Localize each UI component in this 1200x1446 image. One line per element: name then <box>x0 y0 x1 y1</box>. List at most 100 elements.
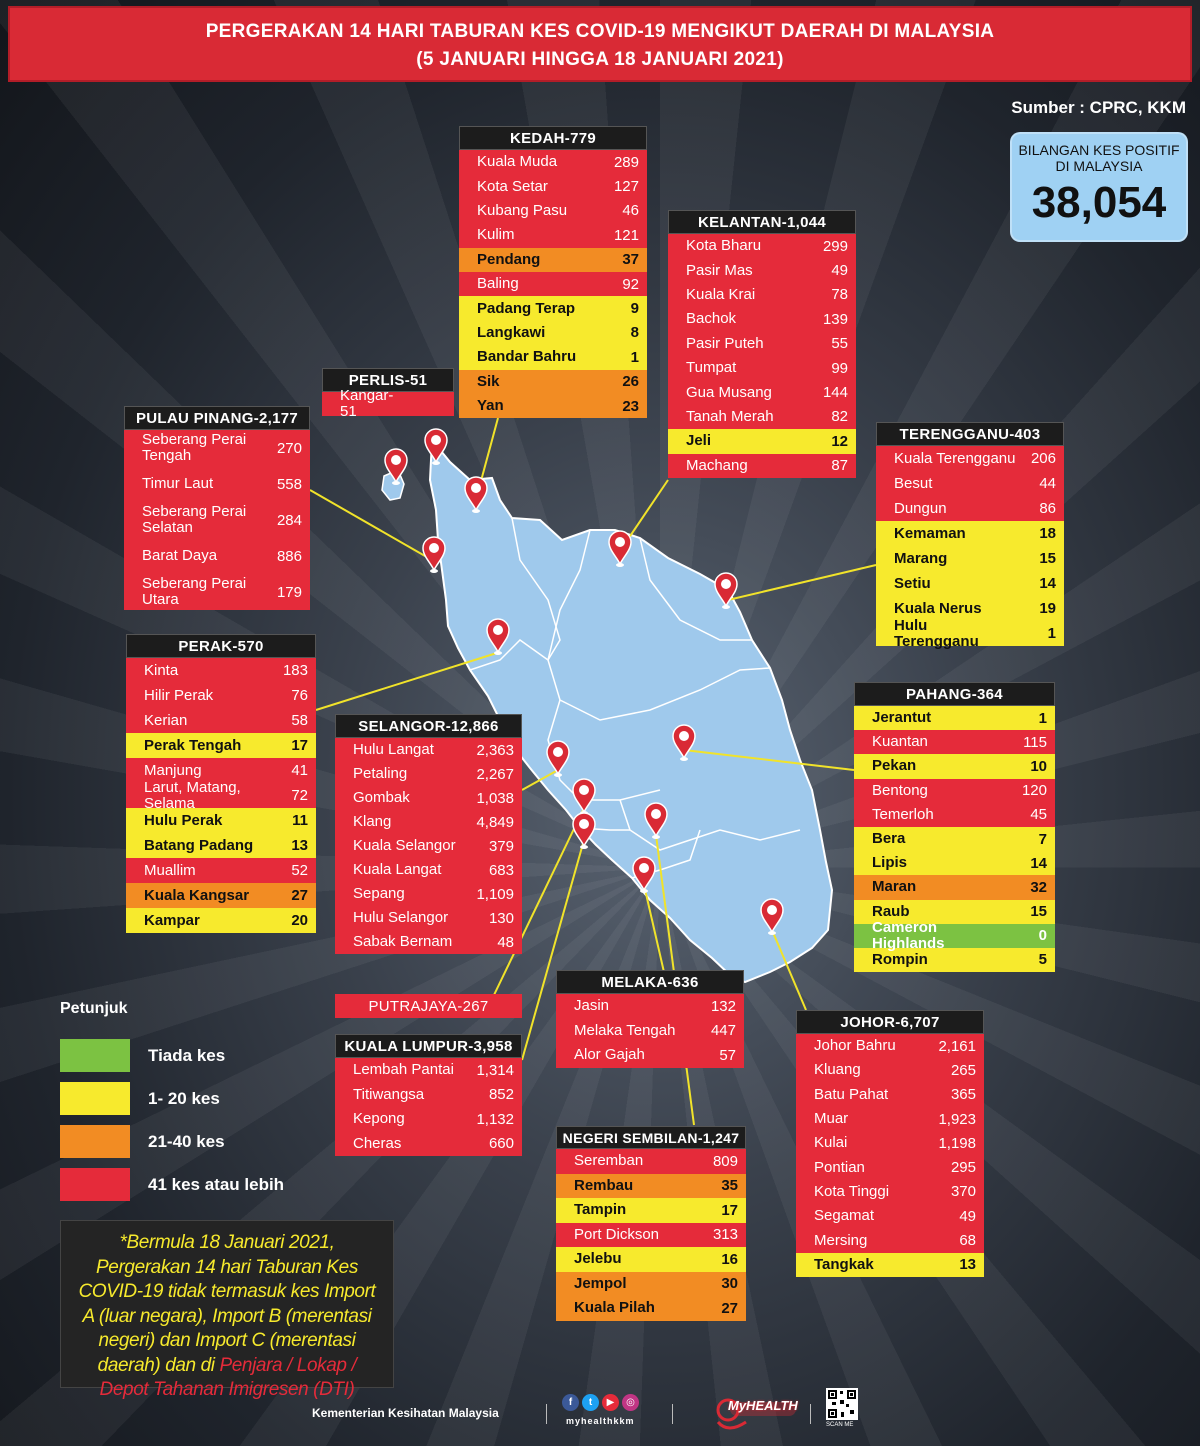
ministry-name: Kementerian Kesihatan Malaysia <box>312 1406 499 1420</box>
title-line-1: PERGERAKAN 14 HARI TABURAN KES COVID-19 … <box>205 21 995 42</box>
district-row: Gombak 1,038 <box>335 786 522 810</box>
district-row: Rompin 5 <box>854 947 1055 973</box>
district-row: Kuantan 115 <box>854 730 1055 755</box>
location-pin-icon <box>486 618 510 655</box>
footnote-text: *Bermula 18 Januari 2021, Pergerakan 14 … <box>78 1232 376 1376</box>
footer-divider <box>810 1404 811 1424</box>
district-name: Barat Daya <box>142 547 218 564</box>
district-row: Barat Daya 886 <box>124 538 310 574</box>
district-cases: 1 <box>1047 625 1056 642</box>
state-title: TERENGGANU-403 <box>876 422 1064 446</box>
district-name: Temerloh <box>872 805 934 823</box>
district-row: Kota Tinggi 370 <box>796 1179 984 1205</box>
location-pin-icon <box>572 812 596 849</box>
district-name: Seremban <box>574 1152 644 1170</box>
total-cases-value: 38,054 <box>1031 178 1167 227</box>
district-name: Timur Laut <box>142 475 214 492</box>
district-name: Mersing <box>814 1231 868 1249</box>
district-name: Kluang <box>814 1061 861 1079</box>
district-row: Seremban 809 <box>556 1149 746 1174</box>
district-cases: 41 <box>291 762 308 779</box>
district-name: Kerian <box>144 711 188 729</box>
state-title: KEDAH-779 <box>459 126 647 150</box>
district-name: Kulim <box>477 226 515 244</box>
district-cases: 370 <box>950 1183 976 1201</box>
district-name: Seberang Perai Selatan <box>142 503 247 536</box>
district-name: Gombak <box>353 789 410 806</box>
legend-items: Tiada kes 1- 20 kes 21-40 kes 41 kes atau l… <box>60 1034 284 1206</box>
district-name: Jasin <box>574 997 610 1015</box>
state-box-negeri-sembilan: NEGERI SEMBILAN-1,247 Seremban 809 Rembau 3… <box>556 1126 746 1321</box>
instagram-icon[interactable]: ◎ <box>622 1394 639 1411</box>
district-cases: 1,038 <box>476 789 514 807</box>
district-row: Kuala Kangsar 27 <box>126 883 316 908</box>
district-name: Hulu Terengganu <box>894 616 979 650</box>
location-pin-icon <box>714 572 738 609</box>
footer-divider <box>546 1404 547 1424</box>
district-cases: 4,849 <box>476 813 514 831</box>
district-cases: 1,132 <box>476 1110 514 1128</box>
district-name: Kuala Kangsar <box>144 886 250 904</box>
district-cases: 130 <box>488 909 514 927</box>
district-name: Kuala Langat <box>353 861 442 878</box>
district-name: Sik <box>477 372 500 390</box>
state-box-pulau-pinang: PULAU PINANG-2,177 Seberang Perai Tengah… <box>124 406 310 610</box>
district-row: Tangkak 13 <box>796 1252 984 1277</box>
district-name: Tangkak <box>814 1255 874 1273</box>
district-cases: 45 <box>1030 806 1047 824</box>
footnote-box: *Bermula 18 Januari 2021, Pergerakan 14 … <box>60 1220 394 1400</box>
district-row: Yan 23 <box>459 393 647 419</box>
district-row: Cheras 660 <box>335 1131 522 1156</box>
legend-swatch <box>60 1125 130 1158</box>
district-name: Kuala Terengganu <box>894 449 1016 467</box>
twitter-icon[interactable]: t <box>582 1394 599 1411</box>
district-name: Pendang <box>477 250 541 268</box>
district-row: Dungun 86 <box>876 496 1064 521</box>
district-cases: 30 <box>721 1275 738 1293</box>
qr-label: SCAN ME <box>826 1422 854 1428</box>
district-row: Tanah Merah 82 <box>668 404 856 430</box>
district-row: Pendang 37 <box>459 247 647 272</box>
district-row: Segamat 49 <box>796 1204 984 1229</box>
district-row: Jerantut 1 <box>854 706 1055 731</box>
state-box-kuala-lumpur: KUALA LUMPUR-3,958 Lembah Pantai 1,314 Tit… <box>335 1034 522 1156</box>
state-box-perak: PERAK-570 Kinta 183 Hilir Perak 76 Kerian 58 P… <box>126 634 316 933</box>
district-cases: 121 <box>613 226 639 244</box>
district-name: Bera <box>872 830 906 848</box>
district-row: Jasin 132 <box>556 994 744 1019</box>
legend-item: 21-40 kes <box>60 1120 284 1163</box>
district-name: Lembah Pantai <box>353 1061 454 1079</box>
district-name: Tampin <box>574 1201 627 1219</box>
youtube-icon[interactable]: ▶ <box>602 1394 619 1411</box>
district-cases: 809 <box>712 1152 738 1170</box>
district-row: Timur Laut 558 <box>124 466 310 502</box>
district-row: Besut 44 <box>876 471 1064 496</box>
district-name: Bentong <box>872 781 928 799</box>
legend-swatch <box>60 1168 130 1201</box>
district-row: Pekan 10 <box>854 754 1055 779</box>
district-row: Kemaman 18 <box>876 521 1064 546</box>
district-name: Hilir Perak <box>144 686 214 704</box>
district-cases: 206 <box>1030 450 1056 467</box>
district-name: Besut <box>894 474 933 492</box>
district-cases: 49 <box>959 1207 976 1225</box>
state-title: PULAU PINANG-2,177 <box>124 406 310 430</box>
district-cases: 10 <box>1030 757 1047 775</box>
state-title: KELANTAN-1,044 <box>668 210 856 234</box>
facebook-icon[interactable]: f <box>562 1394 579 1411</box>
district-row: Bera 7 <box>854 826 1055 852</box>
district-cases: 7 <box>1038 830 1047 848</box>
district-name: Kepong <box>353 1110 405 1128</box>
state-box-johor: JOHOR-6,707 Johor Bahru 2,161 Kluang 265 Bat… <box>796 1010 984 1277</box>
qr-code-icon[interactable] <box>826 1388 858 1420</box>
district-cases: 44 <box>1039 475 1056 492</box>
district-list: Jerantut 1 Kuantan 115 Pekan 10 Bentong 120 Teme… <box>854 706 1055 973</box>
district-cases: 27 <box>721 1299 738 1317</box>
district-name: Klang <box>353 813 392 830</box>
district-cases: 683 <box>488 861 514 879</box>
district-row: Tumpat 99 <box>668 355 856 381</box>
district-cases: 2,363 <box>476 741 514 759</box>
district-name: Kampar <box>144 911 200 929</box>
district-row: Hulu Selangor 130 <box>335 906 522 930</box>
district-name: Kuala Muda <box>477 153 558 171</box>
